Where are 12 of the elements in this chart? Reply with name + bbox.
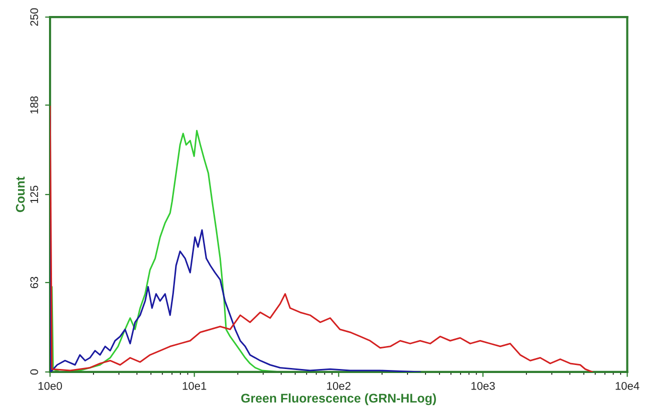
x-tick-label: 10e1 xyxy=(182,382,206,390)
y-tick-label: 250 xyxy=(30,8,38,26)
y-axis-title: Count xyxy=(16,176,25,212)
y-tick-label: 63 xyxy=(30,276,38,288)
x-tick-label: 10e4 xyxy=(616,382,640,390)
x-tick-label: 10e2 xyxy=(327,382,350,390)
y-tick-label: 188 xyxy=(30,96,38,114)
y-tick-label: 0 xyxy=(30,369,38,375)
y-tick-label: 125 xyxy=(30,186,38,203)
x-tick-label: 10e0 xyxy=(38,382,62,390)
x-tick-label: 10e3 xyxy=(471,382,495,390)
x-axis-title: Green Fluorescence (GRN-HLog) xyxy=(241,393,436,406)
